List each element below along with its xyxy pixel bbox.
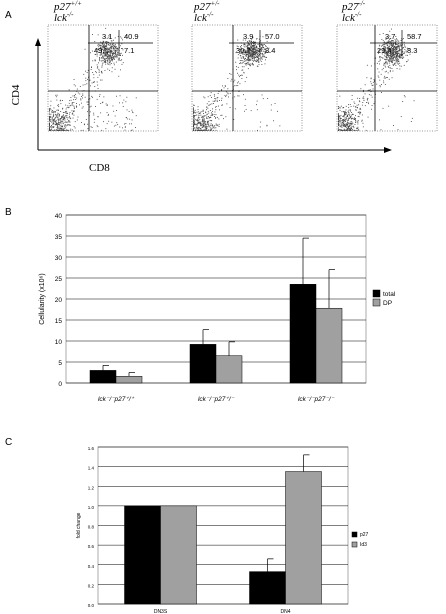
plot2-q-lower-right: 8.4 xyxy=(265,46,276,55)
cd8-axis-label: CD8 xyxy=(89,162,110,174)
foldchange-ytick-label: 0.0 xyxy=(88,603,95,608)
plot3-q-lower-left: 29.4 xyxy=(377,46,392,55)
cellularity-ytick-label: 30 xyxy=(55,255,63,262)
plot1-q-upper-right: 40.9 xyxy=(124,32,139,41)
foldchange-ytick-label: 1.0 xyxy=(88,505,95,510)
legend-label-p27: p27 xyxy=(360,532,369,538)
cellularity-ytick-label: 35 xyxy=(55,234,63,241)
cellularity-ytick-label: 0 xyxy=(58,381,62,388)
plot2-dots xyxy=(193,35,281,131)
plot2-q-lower-left: 30.7 xyxy=(236,46,251,55)
foldchange-category-label: DN3S xyxy=(154,609,168,614)
fold-change-chart: 0.0 0.2 0.4 0.6 0.8 1.0 1.2 1.4 1.6 DN3S DN4 fold c… xyxy=(76,446,369,614)
plot1-q-lower-right: 7.1 xyxy=(124,46,135,55)
cellularity-ytick-label: 5 xyxy=(58,360,62,367)
panel-label-a: A xyxy=(5,10,12,21)
foldchange-ytick-label: 1.4 xyxy=(88,466,95,471)
foldchange-ylabel: fold change xyxy=(76,512,82,538)
cellularity-category-label: lck⁻/⁻p27⁺/⁻ xyxy=(198,396,235,403)
plot2-frame xyxy=(191,24,303,132)
cd4-axis-label: CD4 xyxy=(10,84,22,106)
legend-swatch-DP xyxy=(372,298,381,307)
bar-p27-1 xyxy=(249,571,286,605)
plot3-q-upper-right: 58.7 xyxy=(407,32,422,41)
panel-label-b: B xyxy=(5,207,12,218)
plot1-q-lower-left: 49.0 xyxy=(94,46,109,55)
plot2-q-upper-right: 57.0 xyxy=(265,32,280,41)
plot2-genotype: p27+/- lck-/- xyxy=(194,0,220,24)
bar-Id3-1 xyxy=(285,471,322,605)
legend-label-total: total xyxy=(383,291,396,298)
plot1-genotype: p27+/+ lck-/- xyxy=(54,0,82,24)
cd8-axis-arrow xyxy=(384,147,392,153)
cellularity-ytick-label: 10 xyxy=(55,339,63,346)
legend-swatch-p27 xyxy=(351,531,358,538)
foldchange-category-label: DN4 xyxy=(280,609,290,614)
foldchange-ytick-label: 0.6 xyxy=(88,544,95,549)
plot3-dots xyxy=(338,28,415,131)
plot1-dots xyxy=(49,27,137,131)
bar-DP-1 xyxy=(215,355,243,384)
bar-DP-0 xyxy=(115,376,143,384)
plot3-frame xyxy=(336,24,438,132)
legend-label-Id3: Id3 xyxy=(360,542,367,548)
legend-label-DP: DP xyxy=(383,300,392,307)
foldchange-ytick-label: 1.6 xyxy=(88,446,95,451)
bar-p27-0 xyxy=(124,505,161,605)
plot1-table xyxy=(88,30,153,56)
cellularity-chart: 0 5 10 15 20 25 30 35 40 lck⁻/⁻p27⁺/⁺ lck⁻/⁻p27⁺/⁻… xyxy=(39,213,396,403)
bar-total-1 xyxy=(189,344,217,384)
legend-swatch-Id3 xyxy=(351,541,358,548)
foldchange-ytick-label: 0.4 xyxy=(88,564,95,569)
foldchange-ytick-label: 0.2 xyxy=(88,583,95,588)
cellularity-ytick-label: 25 xyxy=(55,276,63,283)
plot3-genotype: p27-/- lck-/- xyxy=(342,0,366,24)
plot2-table xyxy=(229,30,294,56)
bar-total-0 xyxy=(89,370,117,384)
foldchange-ytick-label: 1.2 xyxy=(88,485,95,490)
cellularity-ytick-label: 15 xyxy=(55,318,63,325)
plot3-q-lower-right: 8.3 xyxy=(407,46,418,55)
cellularity-ylabel: Cellularity (x10⁶) xyxy=(39,273,46,325)
flow-panel xyxy=(35,24,438,153)
bar-total-2 xyxy=(289,284,317,384)
foldchange-ytick-label: 0.8 xyxy=(88,525,95,530)
bar-DP-2 xyxy=(315,307,343,384)
plot2-q-upper-left: 3.9 xyxy=(243,32,254,41)
plot3-table xyxy=(370,30,437,56)
cellularity-category-label: lck⁻/⁻p27⁻/⁻ xyxy=(298,396,335,403)
cd4-axis-arrow xyxy=(35,38,41,46)
cellularity-ytick-label: 40 xyxy=(55,213,63,220)
cellularity-ytick-label: 20 xyxy=(55,297,63,304)
plot3-q-upper-left: 3.7 xyxy=(385,32,396,41)
plot1-q-upper-left: 3.1 xyxy=(102,32,113,41)
cellularity-category-label: lck⁻/⁻p27⁺/⁺ xyxy=(98,396,135,403)
plot1-frame xyxy=(47,24,159,132)
bar-Id3-0 xyxy=(160,505,197,605)
panel-label-c: C xyxy=(5,437,13,448)
legend-swatch-total xyxy=(372,289,381,298)
